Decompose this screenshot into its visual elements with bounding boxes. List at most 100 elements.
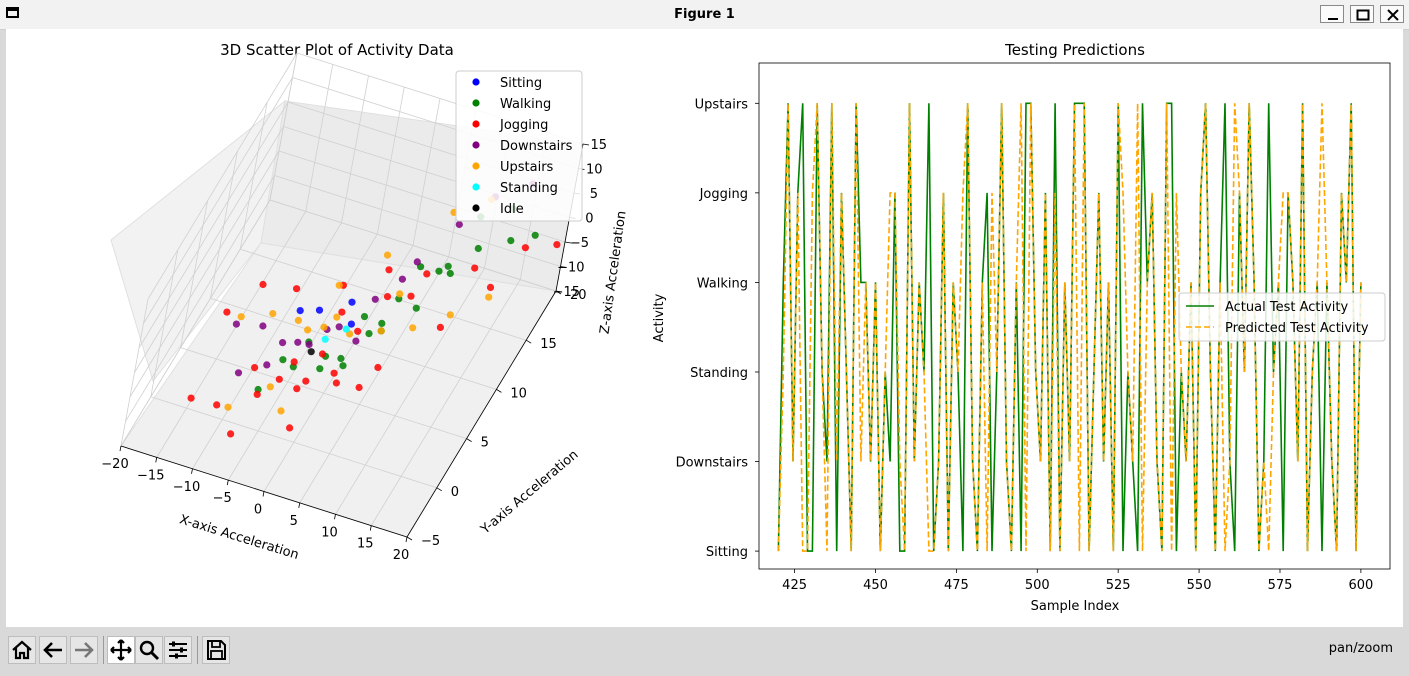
x-tick-label: 525 — [1106, 578, 1131, 593]
tick-label: 15 — [357, 537, 374, 552]
tick-mark — [262, 491, 265, 497]
tick-label: 20 — [393, 548, 410, 563]
tick-label: −5 — [421, 534, 440, 549]
scatter-point-sitting — [348, 298, 356, 306]
scatter-point-walking — [316, 365, 324, 373]
scatter-point-jogging — [486, 283, 495, 291]
tick-label: 0 — [451, 485, 459, 500]
figure-canvas[interactable]: 3D Scatter Plot of Activity Data −20 −15−… — [6, 29, 1403, 627]
scatter-point-upstairs — [335, 281, 343, 289]
scatter-point-jogging — [275, 375, 283, 383]
scatter-point-jogging — [293, 285, 301, 293]
scatter-point-upstairs — [237, 313, 245, 321]
legend-marker-idle — [472, 204, 480, 212]
title-bar: Figure 1 — [0, 0, 1409, 30]
scatter-point-jogging — [259, 280, 267, 289]
line-chart-legend-items: Actual Test Activity Predicted Test Activ… — [1186, 300, 1369, 336]
tick-label: 15 — [540, 337, 557, 352]
close-button[interactable] — [1380, 5, 1404, 23]
scatter-point-walking — [444, 262, 452, 270]
legend-label-standing: Standing — [500, 181, 558, 196]
tick-mark — [564, 241, 572, 244]
scatter-point-walking — [531, 231, 539, 239]
scatter-point-jogging — [290, 358, 298, 366]
window-title: Figure 1 — [674, 7, 735, 22]
scatter-3d-legend — [455, 70, 583, 222]
scatter-point-jogging — [354, 327, 362, 335]
tick-mark — [582, 143, 590, 146]
tick-mark — [466, 438, 472, 442]
minimize-icon — [1328, 18, 1338, 20]
tick-mark — [226, 480, 229, 486]
scatter-point-downstairs — [263, 361, 271, 369]
back-button[interactable] — [39, 636, 67, 664]
pan-button[interactable] — [107, 636, 135, 664]
scatter-point-jogging — [330, 369, 338, 377]
y-tick-label: Standing — [690, 366, 748, 381]
scatter-point-sitting — [296, 307, 304, 315]
line-chart-legend — [1178, 292, 1386, 342]
x-tick-label: 475 — [944, 578, 969, 593]
scatter-point-jogging — [407, 292, 415, 300]
maximize-button[interactable] — [1350, 5, 1374, 23]
scatter-3d-points — [187, 180, 561, 438]
line-chart-series — [777, 102, 1362, 552]
tick-label: −10 — [557, 261, 584, 276]
scatter-point-walking — [474, 244, 482, 253]
tick-label: 0 — [254, 503, 262, 518]
scatter-point-downstairs — [371, 295, 379, 303]
tick-mark — [560, 266, 567, 268]
toolbar-separator — [103, 636, 104, 664]
minimize-button[interactable] — [1320, 5, 1344, 23]
scatter-point-downstairs — [455, 220, 463, 229]
scatter-point-jogging — [332, 379, 340, 387]
tick-mark — [119, 445, 122, 452]
grid-line — [120, 199, 271, 447]
tick-label: −5 — [213, 491, 232, 506]
configure-subplots-button[interactable] — [164, 636, 192, 664]
legend-marker-standing — [472, 183, 480, 191]
grid-line — [138, 101, 289, 349]
home-button[interactable] — [8, 636, 36, 664]
save-button[interactable] — [202, 636, 230, 664]
scatter-3d-xlabel: X-axis Acceleration — [178, 512, 301, 563]
grid-line — [240, 248, 527, 341]
scatter-point-jogging — [423, 270, 431, 278]
legend-marker-jogging — [472, 120, 480, 128]
zoom-button[interactable] — [135, 636, 163, 664]
x-tick-label: 600 — [1348, 578, 1373, 593]
scatter-point-downstairs — [305, 340, 313, 349]
tick-label: 10 — [586, 163, 603, 178]
y-axis-line — [406, 290, 557, 538]
ticks-3d: −20−15−10−505101520−505101520−15−10−5051… — [101, 138, 607, 563]
grid-line — [156, 211, 307, 458]
scatter-point-downstairs — [232, 320, 240, 328]
line-chart-ticks: 425 450 475 500 525 550 575 600 Sitting Downstair… — [676, 97, 1374, 593]
legend-label-downstairs: Downstairs — [500, 139, 573, 154]
floppy-disk-icon — [207, 640, 226, 660]
status-text: pan/zoom — [1328, 641, 1393, 656]
grid-line — [335, 268, 485, 515]
tick-label: 20 — [570, 288, 587, 303]
forward-button[interactable] — [70, 636, 98, 664]
scatter-point-jogging — [223, 308, 231, 316]
sliders-icon — [169, 641, 187, 659]
tick-label: −10 — [173, 480, 200, 495]
tick-label: 10 — [321, 525, 338, 540]
figure-svg[interactable]: 3D Scatter Plot of Activity Data −20−15−… — [6, 29, 1403, 627]
toolbar-separator — [197, 636, 198, 664]
x-tick-label: 575 — [1268, 578, 1293, 593]
legend-marker-walking — [472, 99, 480, 107]
window-icon — [6, 7, 19, 18]
scatter-3d-legend-items: Sitting Walking Jogging Downstairs Upstairs S… — [472, 76, 573, 217]
grid-line — [370, 279, 521, 526]
scatter-point-downstairs — [335, 323, 343, 331]
scatter-point-jogging — [293, 385, 301, 393]
navigation-toolbar: pan/zoom — [0, 627, 1409, 676]
tick-mark — [496, 389, 502, 393]
tick-mark — [298, 502, 301, 508]
scatter-3d-title: 3D Scatter Plot of Activity Data — [220, 41, 454, 59]
tick-mark — [155, 457, 158, 463]
tick-label: −20 — [101, 457, 128, 472]
tick-label: −5 — [570, 236, 589, 251]
